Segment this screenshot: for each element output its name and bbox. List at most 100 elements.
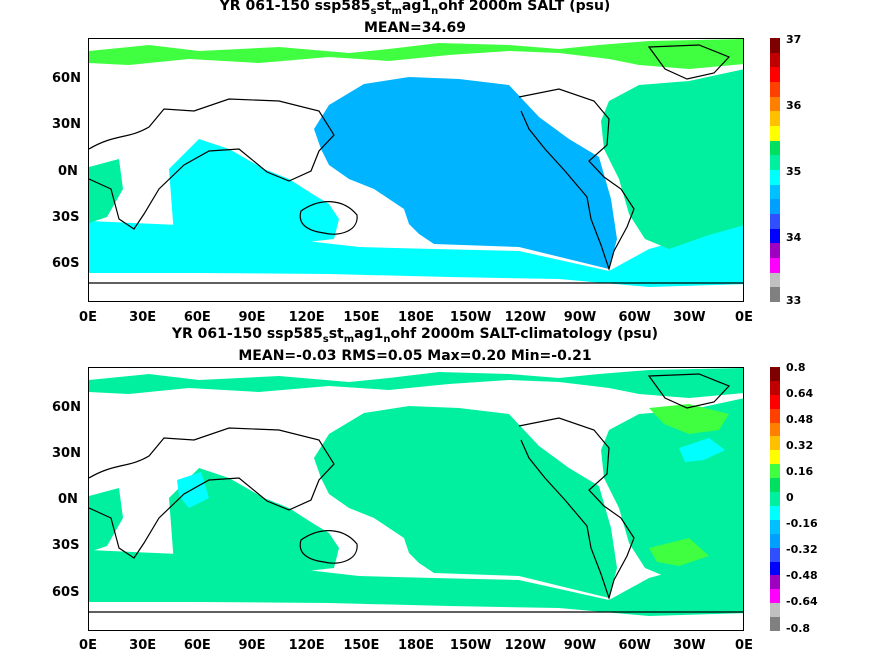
americas-coast — [518, 88, 635, 272]
coastlines — [89, 44, 743, 284]
colorbar-segment — [770, 617, 780, 632]
colorbar-segment — [770, 228, 780, 244]
west-africa-coast-water — [89, 159, 123, 223]
lon-label: 60E — [183, 638, 211, 653]
colorbar-label: 0.8 — [786, 361, 806, 374]
australia-coast — [299, 201, 358, 235]
lon-label: 0E — [735, 310, 753, 325]
colorbar-segment — [770, 603, 780, 618]
lat-label: 60N — [52, 71, 81, 86]
colorbar-segment — [770, 111, 780, 127]
pacific-ocean — [314, 406, 617, 598]
lon-label: 30W — [673, 310, 706, 325]
colorbar-label: 36 — [786, 99, 802, 112]
colorbar-segment — [770, 589, 780, 604]
lon-label: 90W — [563, 638, 597, 653]
eurasia-africa-coast — [89, 427, 335, 559]
lon-label: 120W — [504, 310, 547, 325]
lon-label: 90E — [238, 310, 266, 325]
colorbar-label: -0.64 — [786, 595, 818, 608]
lon-label: 30E — [129, 310, 157, 325]
west-africa-coast-water — [89, 488, 123, 552]
map-canvas — [89, 39, 743, 301]
colorbar-segment — [770, 184, 780, 200]
arctic-ocean-north-atlantic — [89, 39, 743, 69]
north-atlantic-salty-anomaly — [649, 404, 729, 434]
arabian-sea-fresh-anomaly — [177, 472, 209, 508]
lon-label: 60E — [183, 310, 211, 325]
colorbar-label: 0 — [786, 491, 794, 504]
coastlines — [89, 373, 743, 613]
lon-label: 90W — [563, 310, 597, 325]
north-atlantic-fresh-anomaly — [679, 438, 725, 462]
colorbar-segment — [770, 38, 780, 54]
americas-coast — [518, 417, 635, 601]
colorbar-label: -0.32 — [786, 543, 818, 556]
lat-label: 60S — [52, 585, 80, 600]
lon-label: 180E — [397, 638, 435, 653]
colorbar — [770, 38, 780, 303]
colorbar-label: -0.16 — [786, 517, 818, 530]
lon-label: 120W — [504, 638, 547, 653]
colorbar-label: 0.16 — [786, 465, 814, 478]
colorbar-segment — [770, 422, 780, 437]
map-subtitle: MEAN=34.69 — [363, 20, 467, 36]
lat-label: 60N — [52, 400, 81, 415]
australia-coast — [299, 530, 358, 564]
colorbar-segment — [770, 464, 780, 479]
salinity-anomaly-map — [88, 367, 744, 631]
colorbar-segment — [770, 380, 780, 396]
eurasia-africa-coast — [89, 98, 335, 230]
lat-label: 30N — [52, 117, 81, 132]
lon-label: 0E — [79, 638, 97, 653]
lon-label: 90E — [238, 638, 266, 653]
lat-label: 0N — [58, 492, 78, 507]
lon-label: 150W — [449, 638, 492, 653]
colorbar-label: 0.48 — [786, 413, 814, 426]
colorbar-segment — [770, 450, 780, 465]
map-title: YR 061-150 ssp585sstmag1nohf 2000m SALT … — [219, 0, 611, 17]
pacific-ocean — [314, 77, 617, 269]
colorbar-segment — [770, 394, 780, 410]
colorbar-label: 33 — [786, 294, 802, 307]
colorbar-segment — [770, 478, 780, 493]
colorbar-label: -0.48 — [786, 569, 818, 582]
lon-label: 150W — [449, 310, 492, 325]
colorbar-label: 37 — [786, 33, 802, 46]
colorbar-segment — [770, 140, 780, 156]
arctic-ocean-north-atlantic — [89, 368, 743, 398]
lat-label: 60S — [52, 256, 80, 271]
colorbar-segment — [770, 547, 780, 563]
colorbar-label: 0.64 — [786, 387, 814, 400]
colorbar-segment — [770, 82, 780, 98]
colorbar-segment — [770, 408, 780, 424]
colorbar-label: -0.8 — [786, 622, 811, 635]
colorbar-segment — [770, 126, 780, 142]
indian-ocean — [169, 468, 339, 574]
lon-label: 150E — [343, 638, 380, 653]
colorbar-label: 35 — [786, 165, 802, 178]
indian-ocean — [169, 139, 339, 245]
colorbar-segment — [770, 436, 780, 451]
southern-ocean — [89, 221, 743, 287]
colorbar-segment — [770, 214, 780, 230]
southern-ocean — [89, 550, 743, 616]
colorbar-segment — [770, 155, 780, 171]
map-canvas — [89, 368, 743, 630]
lon-label: 60W — [618, 310, 651, 325]
salinity-map — [88, 38, 744, 302]
colorbar-segment — [770, 52, 780, 68]
south-atlantic-salty-anomaly — [649, 538, 709, 566]
colorbar-segment — [770, 96, 780, 112]
colorbar-segment — [770, 258, 780, 274]
lat-label: 30S — [52, 538, 80, 553]
lon-label: 30W — [673, 638, 706, 653]
lon-label: 60W — [618, 638, 651, 653]
colorbar-segment — [770, 272, 780, 288]
greenland-coast — [647, 373, 731, 409]
lon-label: 120E — [288, 638, 325, 653]
atlantic-ocean — [601, 69, 743, 249]
colorbar-segment — [770, 243, 780, 259]
colorbar-segment — [770, 287, 780, 303]
colorbar-label: 34 — [786, 231, 802, 244]
